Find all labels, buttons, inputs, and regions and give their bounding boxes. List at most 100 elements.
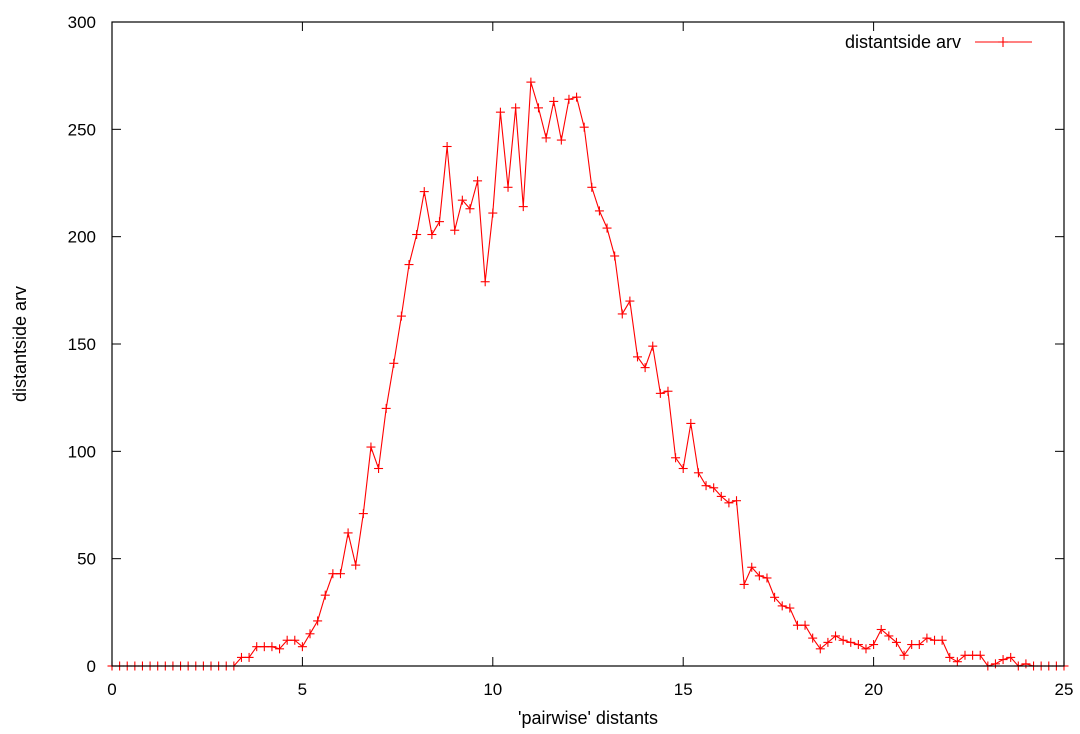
x-tick-label: 10 — [483, 680, 502, 699]
data-point — [823, 637, 833, 647]
x-tick-labels: 0 5 10 15 20 25 — [107, 680, 1073, 699]
data-point — [549, 96, 559, 106]
data-point — [450, 225, 460, 235]
legend: distantside arv — [845, 32, 1032, 52]
data-point — [610, 251, 620, 261]
data-point — [739, 579, 749, 589]
data-point — [396, 311, 406, 321]
data-point — [488, 208, 498, 218]
data-point — [861, 644, 871, 654]
data-point — [884, 631, 894, 641]
data-point — [762, 573, 772, 583]
data-point — [1021, 659, 1031, 669]
x-tick-label: 5 — [298, 680, 307, 699]
data-point — [343, 528, 353, 538]
data-point — [686, 418, 696, 428]
data-point — [297, 642, 307, 652]
data-point — [732, 496, 742, 506]
y-axis-label: distantside arv — [10, 286, 30, 402]
data-point — [320, 590, 330, 600]
data-point — [556, 135, 566, 145]
data-point — [922, 633, 932, 643]
data-point — [526, 77, 536, 87]
data-point — [648, 341, 658, 351]
data-point — [313, 616, 323, 626]
data-point — [838, 635, 848, 645]
data-point — [876, 625, 886, 635]
data-point — [328, 569, 338, 579]
data-point — [785, 603, 795, 613]
data-point — [495, 107, 505, 117]
y-tick-label: 200 — [68, 228, 96, 247]
data-point — [511, 103, 521, 113]
data-point — [381, 403, 391, 413]
data-point — [633, 352, 643, 362]
data-point — [236, 652, 246, 662]
legend-marker — [998, 37, 1008, 47]
data-point — [267, 642, 277, 652]
data-point — [579, 122, 589, 132]
data-point — [282, 635, 292, 645]
data-point — [937, 635, 947, 645]
x-tick-label: 25 — [1055, 680, 1074, 699]
data-point — [678, 464, 688, 474]
data-point — [701, 481, 711, 491]
data-point — [457, 195, 467, 205]
data-point — [709, 483, 719, 493]
data-point — [503, 182, 513, 192]
data-point — [663, 386, 673, 396]
data-point — [671, 453, 681, 463]
data-point — [541, 133, 551, 143]
data-point — [777, 601, 787, 611]
data-point — [625, 296, 635, 306]
y-tick-labels: 0 50 100 150 200 250 300 — [68, 13, 96, 676]
data-point — [358, 509, 368, 519]
data-point — [480, 277, 490, 287]
x-tick-label: 15 — [674, 680, 693, 699]
data-point — [412, 230, 422, 240]
data-point — [518, 202, 528, 212]
y-tick-label: 300 — [68, 13, 96, 32]
data-point — [617, 309, 627, 319]
data-point — [747, 562, 757, 572]
y-tick-label: 250 — [68, 120, 96, 139]
data-point — [275, 644, 285, 654]
data-point — [693, 468, 703, 478]
data-point — [244, 652, 254, 662]
data-point — [259, 642, 269, 652]
data-point — [442, 142, 452, 152]
legend-label: distantside arv — [845, 32, 961, 52]
data-point — [960, 650, 970, 660]
data-point — [404, 260, 414, 270]
data-point — [427, 230, 437, 240]
data-point — [891, 637, 901, 647]
data-point — [594, 206, 604, 216]
data-point — [305, 629, 315, 639]
axis-ticks — [111, 21, 1065, 667]
data-point — [945, 652, 955, 662]
data-point — [930, 635, 940, 645]
y-tick-label: 100 — [68, 442, 96, 461]
data-point — [602, 223, 612, 233]
data-point — [770, 592, 780, 602]
data-point — [914, 640, 924, 650]
plot-frame — [111, 21, 1065, 667]
data-point — [846, 637, 856, 647]
data-point — [366, 442, 376, 452]
x-tick-label: 20 — [864, 680, 883, 699]
data-point — [335, 569, 345, 579]
data-point — [587, 182, 597, 192]
data-point — [869, 640, 879, 650]
data-point — [792, 620, 802, 630]
data-point — [465, 204, 475, 214]
data-point — [853, 640, 863, 650]
data-point — [389, 358, 399, 368]
y-tick-label: 50 — [77, 550, 96, 569]
data-point — [899, 650, 909, 660]
data-point — [655, 388, 665, 398]
data-point — [640, 363, 650, 373]
data-point — [907, 640, 917, 650]
data-point — [351, 560, 361, 570]
data-point — [724, 498, 734, 508]
